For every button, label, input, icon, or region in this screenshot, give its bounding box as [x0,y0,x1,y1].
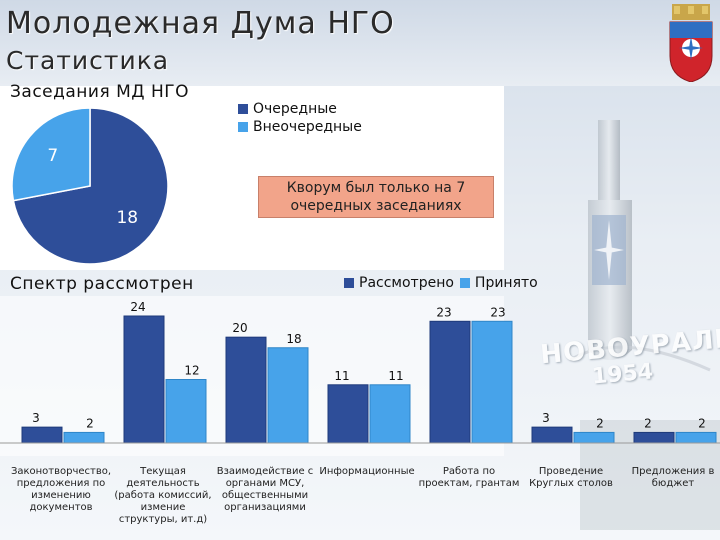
bar-6-series-1 [675,431,717,444]
novouralsk-monument-icon [569,120,720,530]
pie-legend-item-1: Внеочередные [238,118,362,136]
quorum-callout: Кворум был только на 7 очередных заседан… [258,176,494,218]
bar-legend-swatch-0 [344,278,354,288]
page-subtitle: Статистика [6,46,170,75]
bar-label-5-series-1: 2 [596,416,604,430]
bar-4-series-0 [429,320,471,444]
bar-label-1-series-0: 24 [130,300,145,314]
bar-5-series-0 [531,426,573,444]
bar-label-6-series-0: 2 [644,416,652,430]
bar-0-series-0 [21,426,63,444]
bar-0-series-1 [63,431,105,444]
bar-label-2-series-0: 20 [232,321,247,335]
bar-3-series-1 [369,384,411,444]
bar-3-series-0 [327,384,369,444]
bar-category-label-2: Взаимодействие с органами МСУ, обществен… [216,466,314,513]
bar-label-4-series-0: 23 [436,305,451,319]
bar-chart-title: Спектр рассмотрен [10,274,194,294]
pie-legend-swatch-1 [238,122,248,132]
bar-legend-swatch-1 [459,278,470,288]
header-bar [0,0,720,86]
bar-label-3-series-0: 11 [334,369,349,383]
bar-5-series-1 [573,431,615,444]
bar-1-series-0 [123,315,165,444]
bar-legend-item-0: Рассмотрено [344,275,454,291]
quorum-callout-text: Кворум был только на 7 очередных заседан… [286,180,466,214]
pie-legend: Очередные Внеочередные [238,100,362,136]
bar-2-series-0 [225,336,267,444]
bar-category-label-0: Законотворчество, предложения по изменен… [10,466,112,513]
bar-4-series-1 [471,320,513,444]
bar-label-0-series-0: 3 [32,411,40,425]
bar-label-6-series-1: 2 [698,416,706,430]
bar-6-series-0 [633,431,675,444]
city-crest-icon [669,4,713,82]
pie-slice-1 [11,107,91,202]
bar-legend-item-1: Принято [459,275,538,291]
bar-label-4-series-1: 23 [490,305,505,319]
pie-legend-label-1: Внеочередные [253,119,362,135]
bar-label-2-series-1: 18 [286,332,301,346]
pie-legend-swatch-0 [238,104,248,114]
bar-label-0-series-1: 2 [86,416,94,430]
bar-label-1-series-1: 12 [184,364,199,378]
bar-legend: Рассмотрено Принято [344,275,544,291]
bar-legend-label-1: Принято [474,275,538,291]
pie-chart: 18 7 [11,107,169,265]
pie-slice-label-1: 7 [47,146,58,166]
bar-1-series-1 [165,379,207,444]
bar-label-5-series-0: 3 [542,411,550,425]
bar-category-label-1: Текущая деятельность (работа комиссий, и… [114,466,212,525]
pie-legend-label-0: Очередные [253,101,337,117]
bar-category-label-4: Работа по проектам, грантам [418,466,520,489]
bar-category-label-3: Информационные [319,466,415,477]
bar-legend-label-0: Рассмотрено [359,275,454,291]
bar-label-3-series-1: 11 [388,369,403,383]
page-title: Молодежная Дума НГО [6,6,395,41]
bar-2-series-1 [267,347,309,444]
pie-chart-title: Заседания МД НГО [10,82,189,102]
bar-category-label-6: Предложения в бюджет [631,466,715,489]
bar-category-label-5: Проведение Круглых столов [529,466,613,489]
pie-legend-item-0: Очередные [238,100,362,118]
pie-slice-label-0: 18 [116,208,138,228]
